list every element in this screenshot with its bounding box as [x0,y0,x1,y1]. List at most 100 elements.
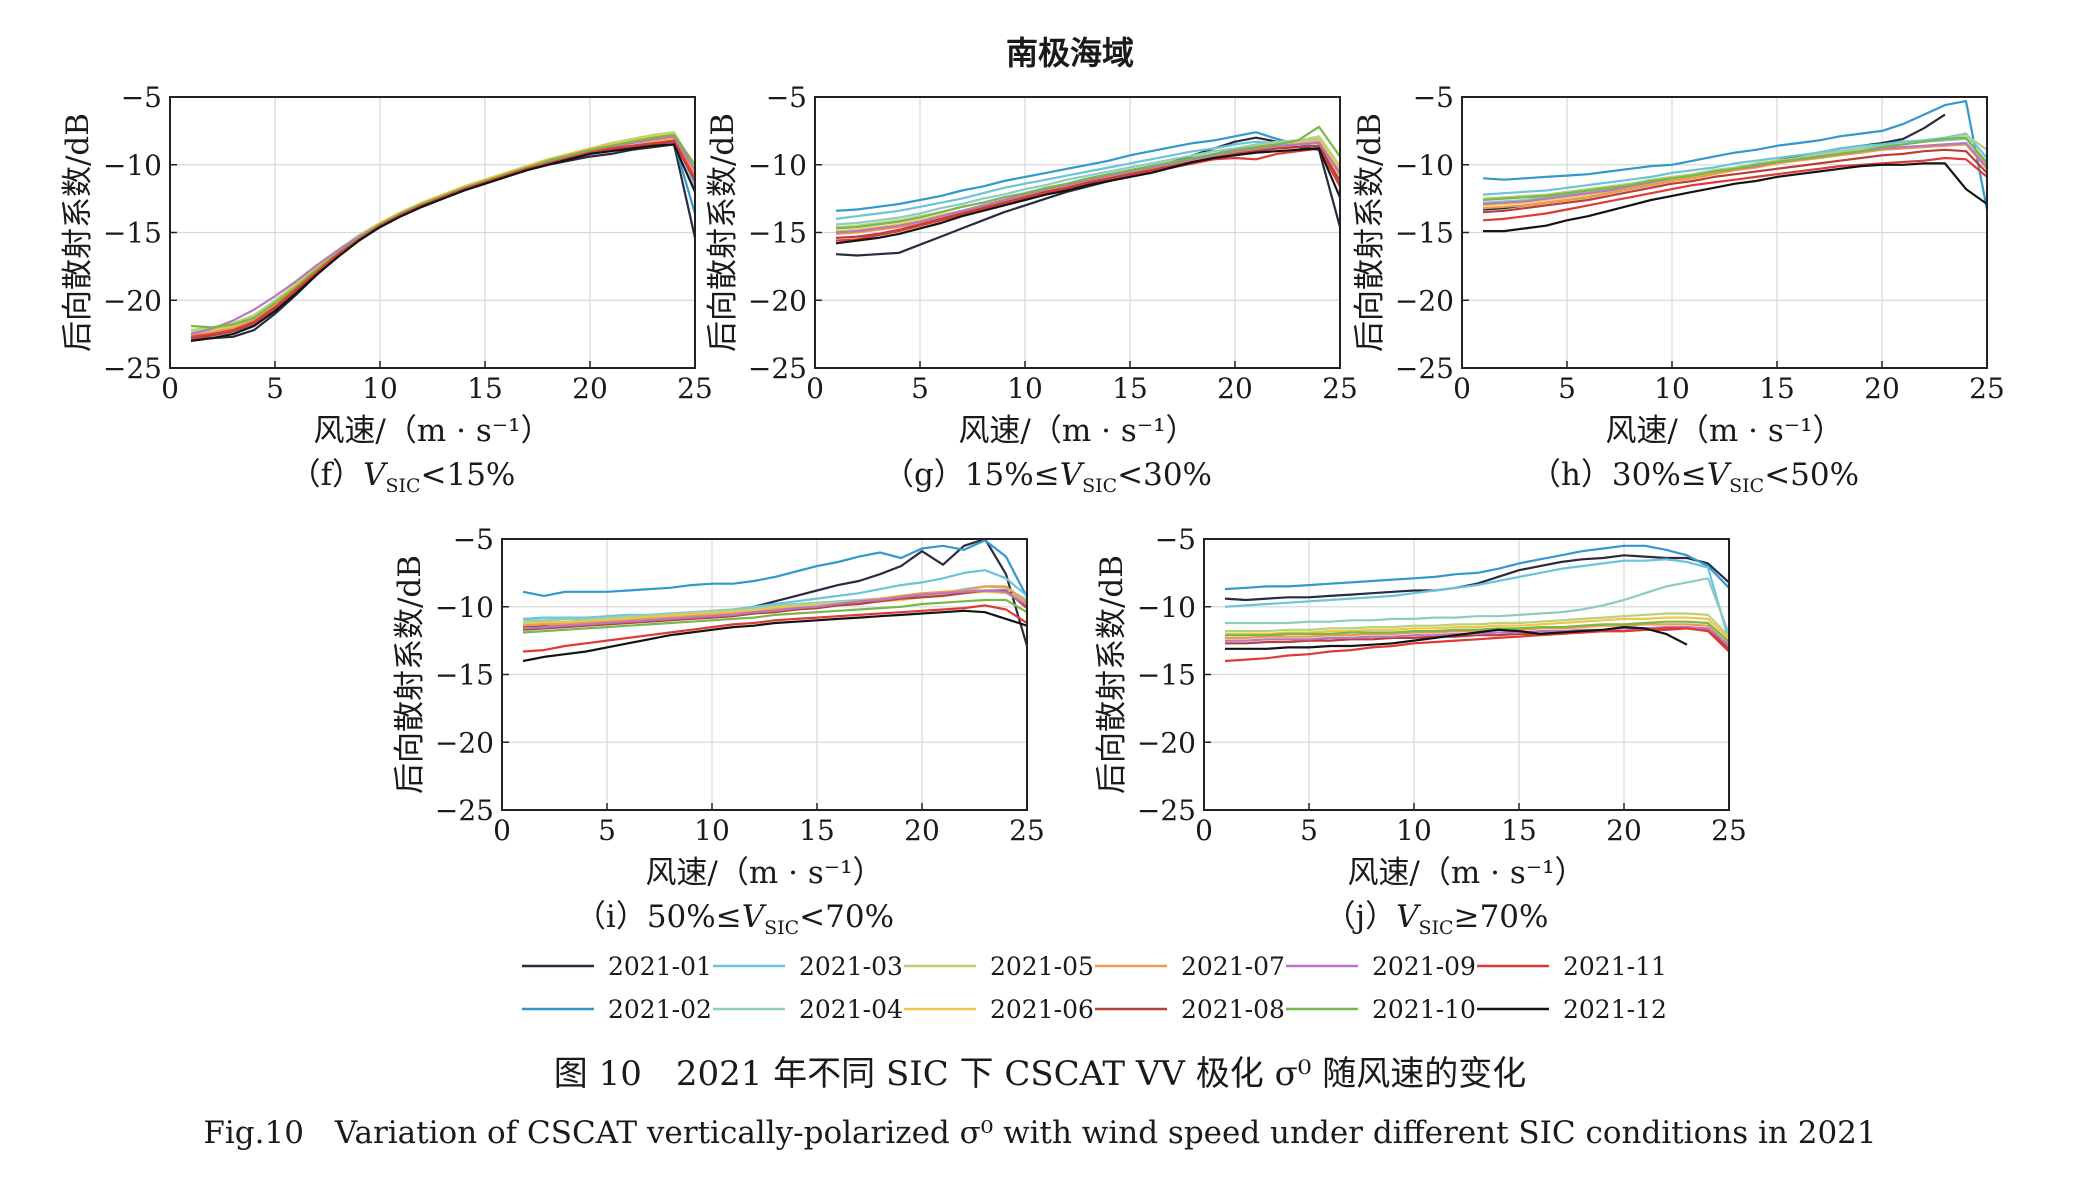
series-line-2021-11 [1482,156,1988,222]
panel-subtitle: （f）VSIC<15% [290,457,516,497]
series-line-2021-08 [522,589,1028,631]
series-line-2021-10 [1482,136,1988,202]
series-line-2021-11 [1224,627,1730,663]
legend-label: 2021-01 [608,952,712,981]
x-axis-label: 风速/（m · s⁻¹） [1605,413,1843,449]
series-line-2021-01 [1224,554,1730,602]
series-line-2021-09 [190,135,696,336]
y-tick-label: −20 [435,726,494,759]
series-line-2021-06 [522,590,1028,626]
y-axis-label: 后向散射系数/dB [1352,113,1388,352]
y-tick-label: −5 [766,81,807,114]
panel-subtitle: （h）30%≤VSIC<50% [1530,457,1859,497]
y-tick-label: −10 [435,591,494,624]
series-line-2021-07 [1482,143,1988,210]
series-line-2021-04 [835,137,1341,226]
x-tick-label: 15 [799,814,835,847]
panel-subtitle: （i）50%≤VSIC<70% [575,899,894,939]
legend-item-2021-09: 2021-09 [1286,952,1476,981]
series-line-2021-02 [835,131,1341,212]
y-tick-label: −10 [1395,149,1454,182]
y-tick-label: −25 [1137,794,1196,827]
caption-english: Fig.10 Variation of CSCAT vertically-pol… [203,1115,1876,1151]
panel-h: 0 5 10 15 20 25 −5 −10 −15 −20 −25 风速/（m · s⁻¹） 后向散射… [1352,81,2005,497]
series-line-2021-03 [1482,132,1988,196]
legend-label: 2021-05 [990,952,1094,981]
series-line-2021-08 [835,144,1341,239]
series-line-2021-06 [1225,616,1730,641]
legend-label: 2021-06 [990,995,1094,1024]
y-tick-label: −10 [748,149,807,182]
panel-subtitle: （j）VSIC≥70% [1325,899,1549,939]
caption-chinese: 图 10 2021 年不同 SIC 下 CSCAT VV 极化 σ⁰ 随风速的变… [554,1054,1526,1094]
x-tick-label: 25 [1009,814,1045,847]
series-line-2021-02 [1482,100,1989,210]
x-tick-label: 5 [911,372,929,405]
legend-label: 2021-04 [799,995,903,1024]
y-tick-label: −20 [1137,726,1196,759]
y-tick-label: −15 [1137,659,1196,692]
panels: 0 5 10 15 20 25 −5 −10 −15 −20 −25 风速/（m · s⁻¹） 后向散射… [60,81,2005,939]
x-tick-label: 20 [1864,372,1900,405]
legend-item-2021-04: 2021-04 [713,995,903,1024]
x-tick-label: 25 [1322,372,1358,405]
x-tick-label: 20 [1606,814,1642,847]
series-line-2021-04 [1225,577,1731,635]
panel-subtitle: （g）15%≤VSIC<30% [883,457,1212,497]
y-tick-label: −25 [748,352,807,385]
series-line-2021-08 [1482,148,1988,214]
legend-item-2021-02: 2021-02 [522,995,712,1024]
series-line-2021-02 [1224,544,1730,591]
series-line-2021-11 [835,147,1341,242]
legend-item-2021-08: 2021-08 [1095,995,1285,1024]
y-tick-label: −20 [748,284,807,317]
y-tick-label: −20 [1395,284,1454,317]
series-line-2021-06 [190,132,696,334]
figure-title: 南极海域 [1006,34,1134,72]
series-line-2021-03 [835,139,1341,220]
series-line-2021-09 [835,142,1341,234]
panel-i: 0 5 10 15 20 25 −5 −10 −15 −20 −25 风速/（m · s⁻¹） 后向散射… [392,523,1045,939]
y-tick-label: −15 [435,659,494,692]
series-line-2021-10 [190,133,696,329]
y-tick-label: −20 [103,284,162,317]
legend-item-2021-10: 2021-10 [1286,995,1476,1024]
x-axis-label: 风速/（m · s⁻¹） [645,855,883,891]
x-tick-label: 20 [904,814,940,847]
x-tick-label: 15 [1759,372,1795,405]
series-line-2021-01 [835,136,1342,257]
legend-item-2021-11: 2021-11 [1477,952,1667,981]
series-line-2021-07 [522,585,1028,627]
y-tick-label: −25 [103,352,162,385]
x-tick-label: 0 [1195,814,1213,847]
legend-item-2021-05: 2021-05 [904,952,1094,981]
y-axis-label: 后向散射系数/dB [705,113,741,352]
x-tick-label: 5 [1558,372,1576,405]
y-axis-label: 后向散射系数/dB [60,113,96,352]
x-tick-label: 20 [1217,372,1253,405]
x-tick-label: 0 [806,372,824,405]
legend-label: 2021-09 [1372,952,1476,981]
x-tick-label: 10 [694,814,730,847]
x-axis-label: 风速/（m · s⁻¹） [313,413,551,449]
y-tick-label: −10 [1137,591,1196,624]
series-line-2021-07 [1225,623,1730,647]
legend-item-2021-06: 2021-06 [904,995,1094,1024]
series-line-2021-03 [190,135,697,336]
legend-label: 2021-02 [608,995,712,1024]
series-line-2021-10 [835,125,1341,230]
x-axis-label: 风速/（m · s⁻¹） [1347,855,1585,891]
legend: 2021-01 2021-02 2021-03 2021-04 2021-05 2021-… [522,952,1667,1024]
series-line-2021-05 [1225,612,1730,638]
x-axis-label: 风速/（m · s⁻¹） [958,413,1196,449]
x-tick-label: 5 [266,372,284,405]
x-tick-label: 20 [572,372,608,405]
y-tick-label: −15 [1395,217,1454,250]
x-tick-label: 5 [1300,814,1318,847]
y-tick-label: −5 [121,81,162,114]
series-line-2021-12 [1225,626,1688,650]
legend-item-2021-03: 2021-03 [713,952,903,981]
x-tick-label: 0 [1453,372,1471,405]
x-tick-label: 0 [493,814,511,847]
series-line-2021-02 [522,539,1028,598]
